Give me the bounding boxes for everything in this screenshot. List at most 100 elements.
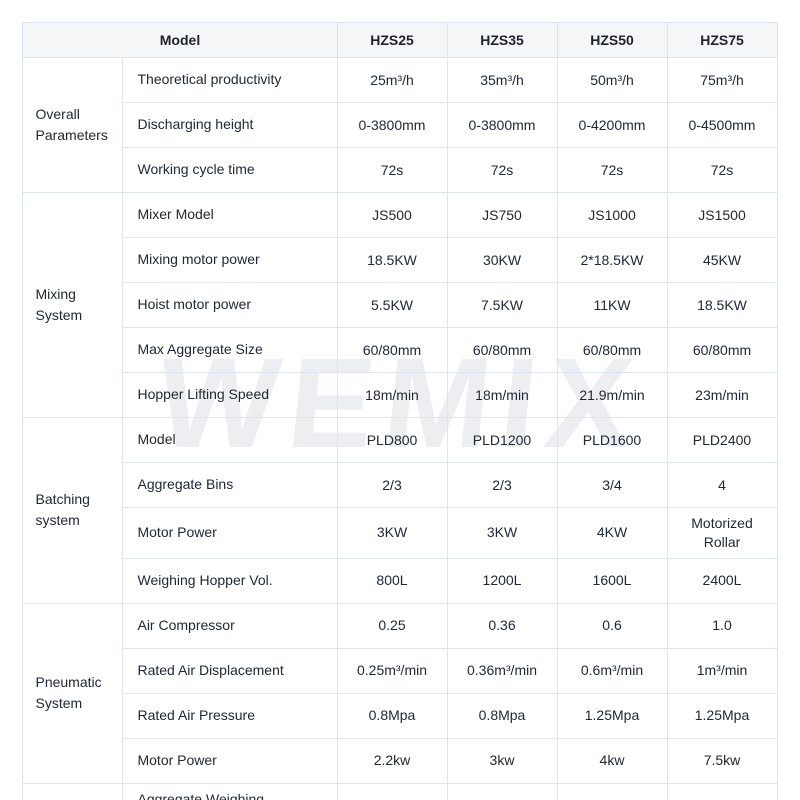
value-cell: 800L	[336, 557, 448, 604]
value-cell: 0-3800mm	[336, 102, 448, 148]
value-cell: PLD1600	[556, 417, 668, 463]
table-row: Mixing motor power 18.5KW 30KW 2*18.5KW 45KW	[23, 237, 778, 283]
table-row: Mixing System Mixer Model JS500 JS750 JS1000…	[22, 192, 778, 418]
value-cell: JS750	[446, 192, 558, 238]
category-cell: Batching system	[22, 417, 124, 604]
value-cell: 0-4500mm	[666, 102, 778, 148]
value-cell: 18m/min	[446, 372, 558, 418]
parameter-label-cell: Rated Air Pressure	[122, 692, 338, 739]
parameter-label-cell: Weighing Hopper Vol.	[122, 557, 338, 604]
value-cell: ±2%	[336, 782, 448, 800]
header-model: Model	[22, 22, 338, 58]
value-cell: 0.6	[556, 602, 668, 649]
table-row: Discharging height 0-3800mm 0-3800mm 0-4200…	[23, 102, 778, 148]
header-row: Model HZS25 HZS35 HZS50 HZS75	[22, 22, 778, 58]
value-cell: 0.36	[446, 602, 558, 649]
table-row: Rated Air Pressure 0.8Mpa 0.8Mpa 1.25Mpa 1.2…	[23, 692, 778, 739]
value-cell: 60/80mm	[556, 327, 668, 373]
table-row: Motor Power 3KW 3KW 4KW Motorized Rollar	[23, 507, 778, 559]
value-cell: 4	[666, 462, 778, 508]
header-hzs75: HZS75	[666, 22, 778, 58]
value-cell: 1200L	[446, 557, 558, 604]
value-cell: 3/4	[556, 462, 668, 508]
parameter-label-cell: Aggregate Weighing Accuracy	[122, 782, 338, 800]
value-cell: 7.5KW	[446, 282, 558, 328]
table-row: Hopper Lifting Speed 18m/min 18m/min 21.9m/…	[23, 372, 778, 418]
table-header: Model HZS25 HZS35 HZS50 HZS75	[22, 22, 778, 58]
value-cell: 0.6m³/min	[556, 647, 668, 694]
value-cell: JS1500	[666, 192, 778, 238]
value-cell: 60/80mm	[446, 327, 558, 373]
parameter-label-cell: Hoist motor power	[122, 282, 338, 328]
parameter-label-cell: Aggregate Bins	[122, 462, 338, 508]
value-cell: JS500	[336, 192, 448, 238]
value-cell: 2*18.5KW	[556, 237, 668, 283]
parameter-label-cell: Mixing motor power	[122, 237, 338, 283]
table-row: Weighing SystemAggregate Weighing Accura…	[22, 782, 778, 800]
parameter-label-cell: Working cycle time	[122, 147, 338, 193]
value-cell: 30KW	[446, 237, 558, 283]
value-cell: 0-3800mm	[446, 102, 558, 148]
value-cell: 72s	[666, 147, 778, 193]
value-cell: 0.36m³/min	[446, 647, 558, 694]
table-row: Hoist motor power 5.5KW 7.5KW 11KW 18.5KW	[23, 282, 778, 328]
value-cell: PLD800	[336, 417, 448, 463]
value-cell: 1600L	[556, 557, 668, 604]
value-cell: 3KW	[336, 507, 448, 559]
table-row: Batching system Model PLD800 PLD1200 PLD1600…	[22, 417, 778, 604]
value-cell: 4KW	[556, 507, 668, 559]
parameter-label-cell: Air Compressor	[122, 602, 338, 649]
value-cell: 1m³/min	[666, 647, 778, 694]
value-cell: 60/80mm	[666, 327, 778, 373]
value-cell: 1.25Mpa	[556, 692, 668, 739]
specification-table: Model HZS25 HZS35 HZS50 HZS75 Overall Pa…	[22, 22, 778, 800]
category-cell: Overall Parameters	[22, 57, 124, 193]
value-cell: 35m³/h	[446, 57, 558, 103]
table-row: Max Aggregate Size 60/80mm 60/80mm 60/80mm 6…	[23, 327, 778, 373]
header-hzs50: HZS50	[556, 22, 668, 58]
category-cell: Pneumatic System	[22, 602, 124, 784]
category-cell: Mixing System	[22, 192, 124, 418]
value-cell: 1.25Mpa	[666, 692, 778, 739]
value-cell: 75m³/h	[666, 57, 778, 103]
value-cell: 0.25	[336, 602, 448, 649]
parameter-label-cell: Rated Air Displacement	[122, 647, 338, 694]
value-cell: 25m³/h	[336, 57, 448, 103]
table-row: Rated Air Displacement 0.25m³/min 0.36m³/m…	[23, 647, 778, 694]
value-cell: 23m/min	[666, 372, 778, 418]
table-row: Overall Parameters Theoretical productivi…	[22, 57, 778, 193]
table-row: Motor Power 2.2kw 3kw 4kw 7.5kw	[23, 737, 778, 784]
value-cell: 7.5kw	[666, 737, 778, 784]
table-row: Aggregate Bins 2/3 2/3 3/4 4	[23, 462, 778, 508]
parameter-label-cell: Discharging height	[122, 102, 338, 148]
spec-table-body: Overall Parameters Theoretical productivi…	[22, 57, 778, 800]
value-cell: 72s	[446, 147, 558, 193]
value-cell: ±2%	[446, 782, 558, 800]
value-cell: 72s	[556, 147, 668, 193]
parameter-label-cell: Motor Power	[122, 737, 338, 784]
parameter-label-cell: Max Aggregate Size	[122, 327, 338, 373]
value-cell: 18.5KW	[666, 282, 778, 328]
header-hzs25: HZS25	[336, 22, 448, 58]
value-cell: 0.25m³/min	[336, 647, 448, 694]
value-cell: 1.0	[666, 602, 778, 649]
value-cell: 18m/min	[336, 372, 448, 418]
value-cell: PLD1200	[446, 417, 558, 463]
value-cell: 0-4200mm	[556, 102, 668, 148]
value-cell: 0.8Mpa	[446, 692, 558, 739]
value-cell: JS1000	[556, 192, 668, 238]
table-row: Weighing Hopper Vol. 800L 1200L 1600L 2400L	[23, 557, 778, 604]
value-cell: Motorized Rollar	[666, 507, 778, 559]
value-cell: 2/3	[446, 462, 558, 508]
value-cell: ±2%	[556, 782, 668, 800]
value-cell: 45KW	[666, 237, 778, 283]
table-row: Working cycle time 72s 72s 72s 72s	[23, 147, 778, 193]
category-cell: Weighing System	[22, 782, 124, 800]
table-row: Pneumatic System Air Compressor 0.25 0.36 0.…	[22, 602, 778, 784]
value-cell: 11KW	[556, 282, 668, 328]
value-cell: 0.8Mpa	[336, 692, 448, 739]
value-cell: 3kw	[446, 737, 558, 784]
value-cell: 3KW	[446, 507, 558, 559]
parameter-label-cell: Model	[122, 417, 338, 463]
value-cell: ±2%	[666, 782, 778, 800]
